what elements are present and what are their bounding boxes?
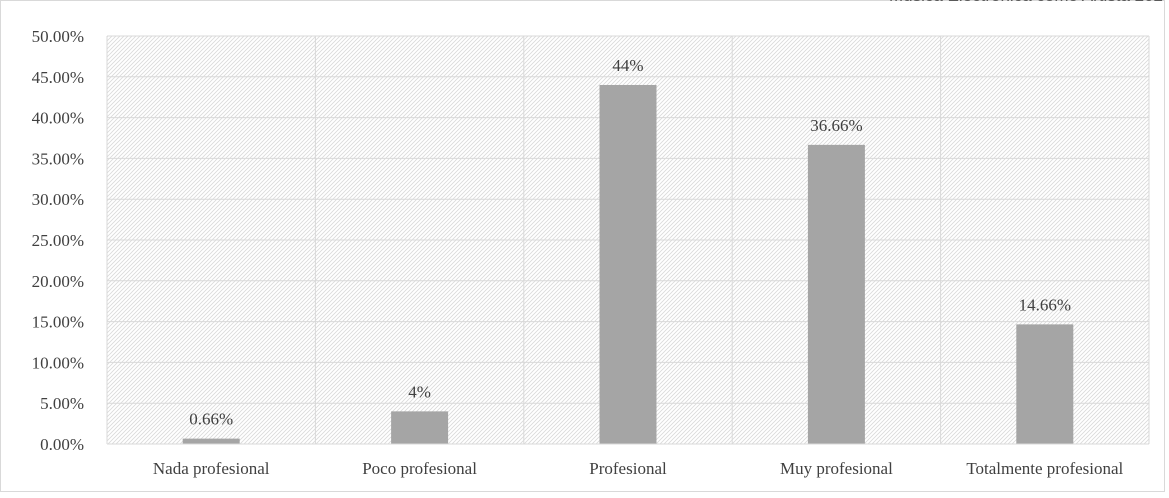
y-tick-label: 45.00% xyxy=(32,68,84,87)
y-tick-label: 10.00% xyxy=(32,353,84,372)
bar xyxy=(182,438,240,444)
y-tick-label: 5.00% xyxy=(40,394,84,413)
data-label: 36.66% xyxy=(810,116,862,135)
y-tick-label: 30.00% xyxy=(32,190,84,209)
x-tick-label: Muy profesional xyxy=(780,459,893,478)
bar xyxy=(599,84,657,445)
y-tick-label: 50.00% xyxy=(32,27,84,46)
bar xyxy=(391,411,449,444)
y-tick-label: 25.00% xyxy=(32,231,84,250)
data-label: 4% xyxy=(408,382,431,401)
x-tick-label: Nada profesional xyxy=(153,459,270,478)
y-tick-label: 35.00% xyxy=(32,149,84,168)
chart-title: Música Electrónica como Artista 202 xyxy=(0,0,1163,8)
y-tick-label: 20.00% xyxy=(32,272,84,291)
data-label: 44% xyxy=(612,56,643,75)
bar xyxy=(1016,324,1074,444)
x-tick-label: Profesional xyxy=(589,459,667,478)
x-tick-label: Totalmente profesional xyxy=(966,459,1123,478)
x-tick-label: Poco profesional xyxy=(362,459,477,478)
y-tick-label: 0.00% xyxy=(40,435,84,454)
y-tick-label: 15.00% xyxy=(32,313,84,332)
bar xyxy=(807,144,865,444)
y-tick-label: 40.00% xyxy=(32,109,84,128)
data-label: 14.66% xyxy=(1019,295,1071,314)
data-label: 0.66% xyxy=(189,410,233,429)
